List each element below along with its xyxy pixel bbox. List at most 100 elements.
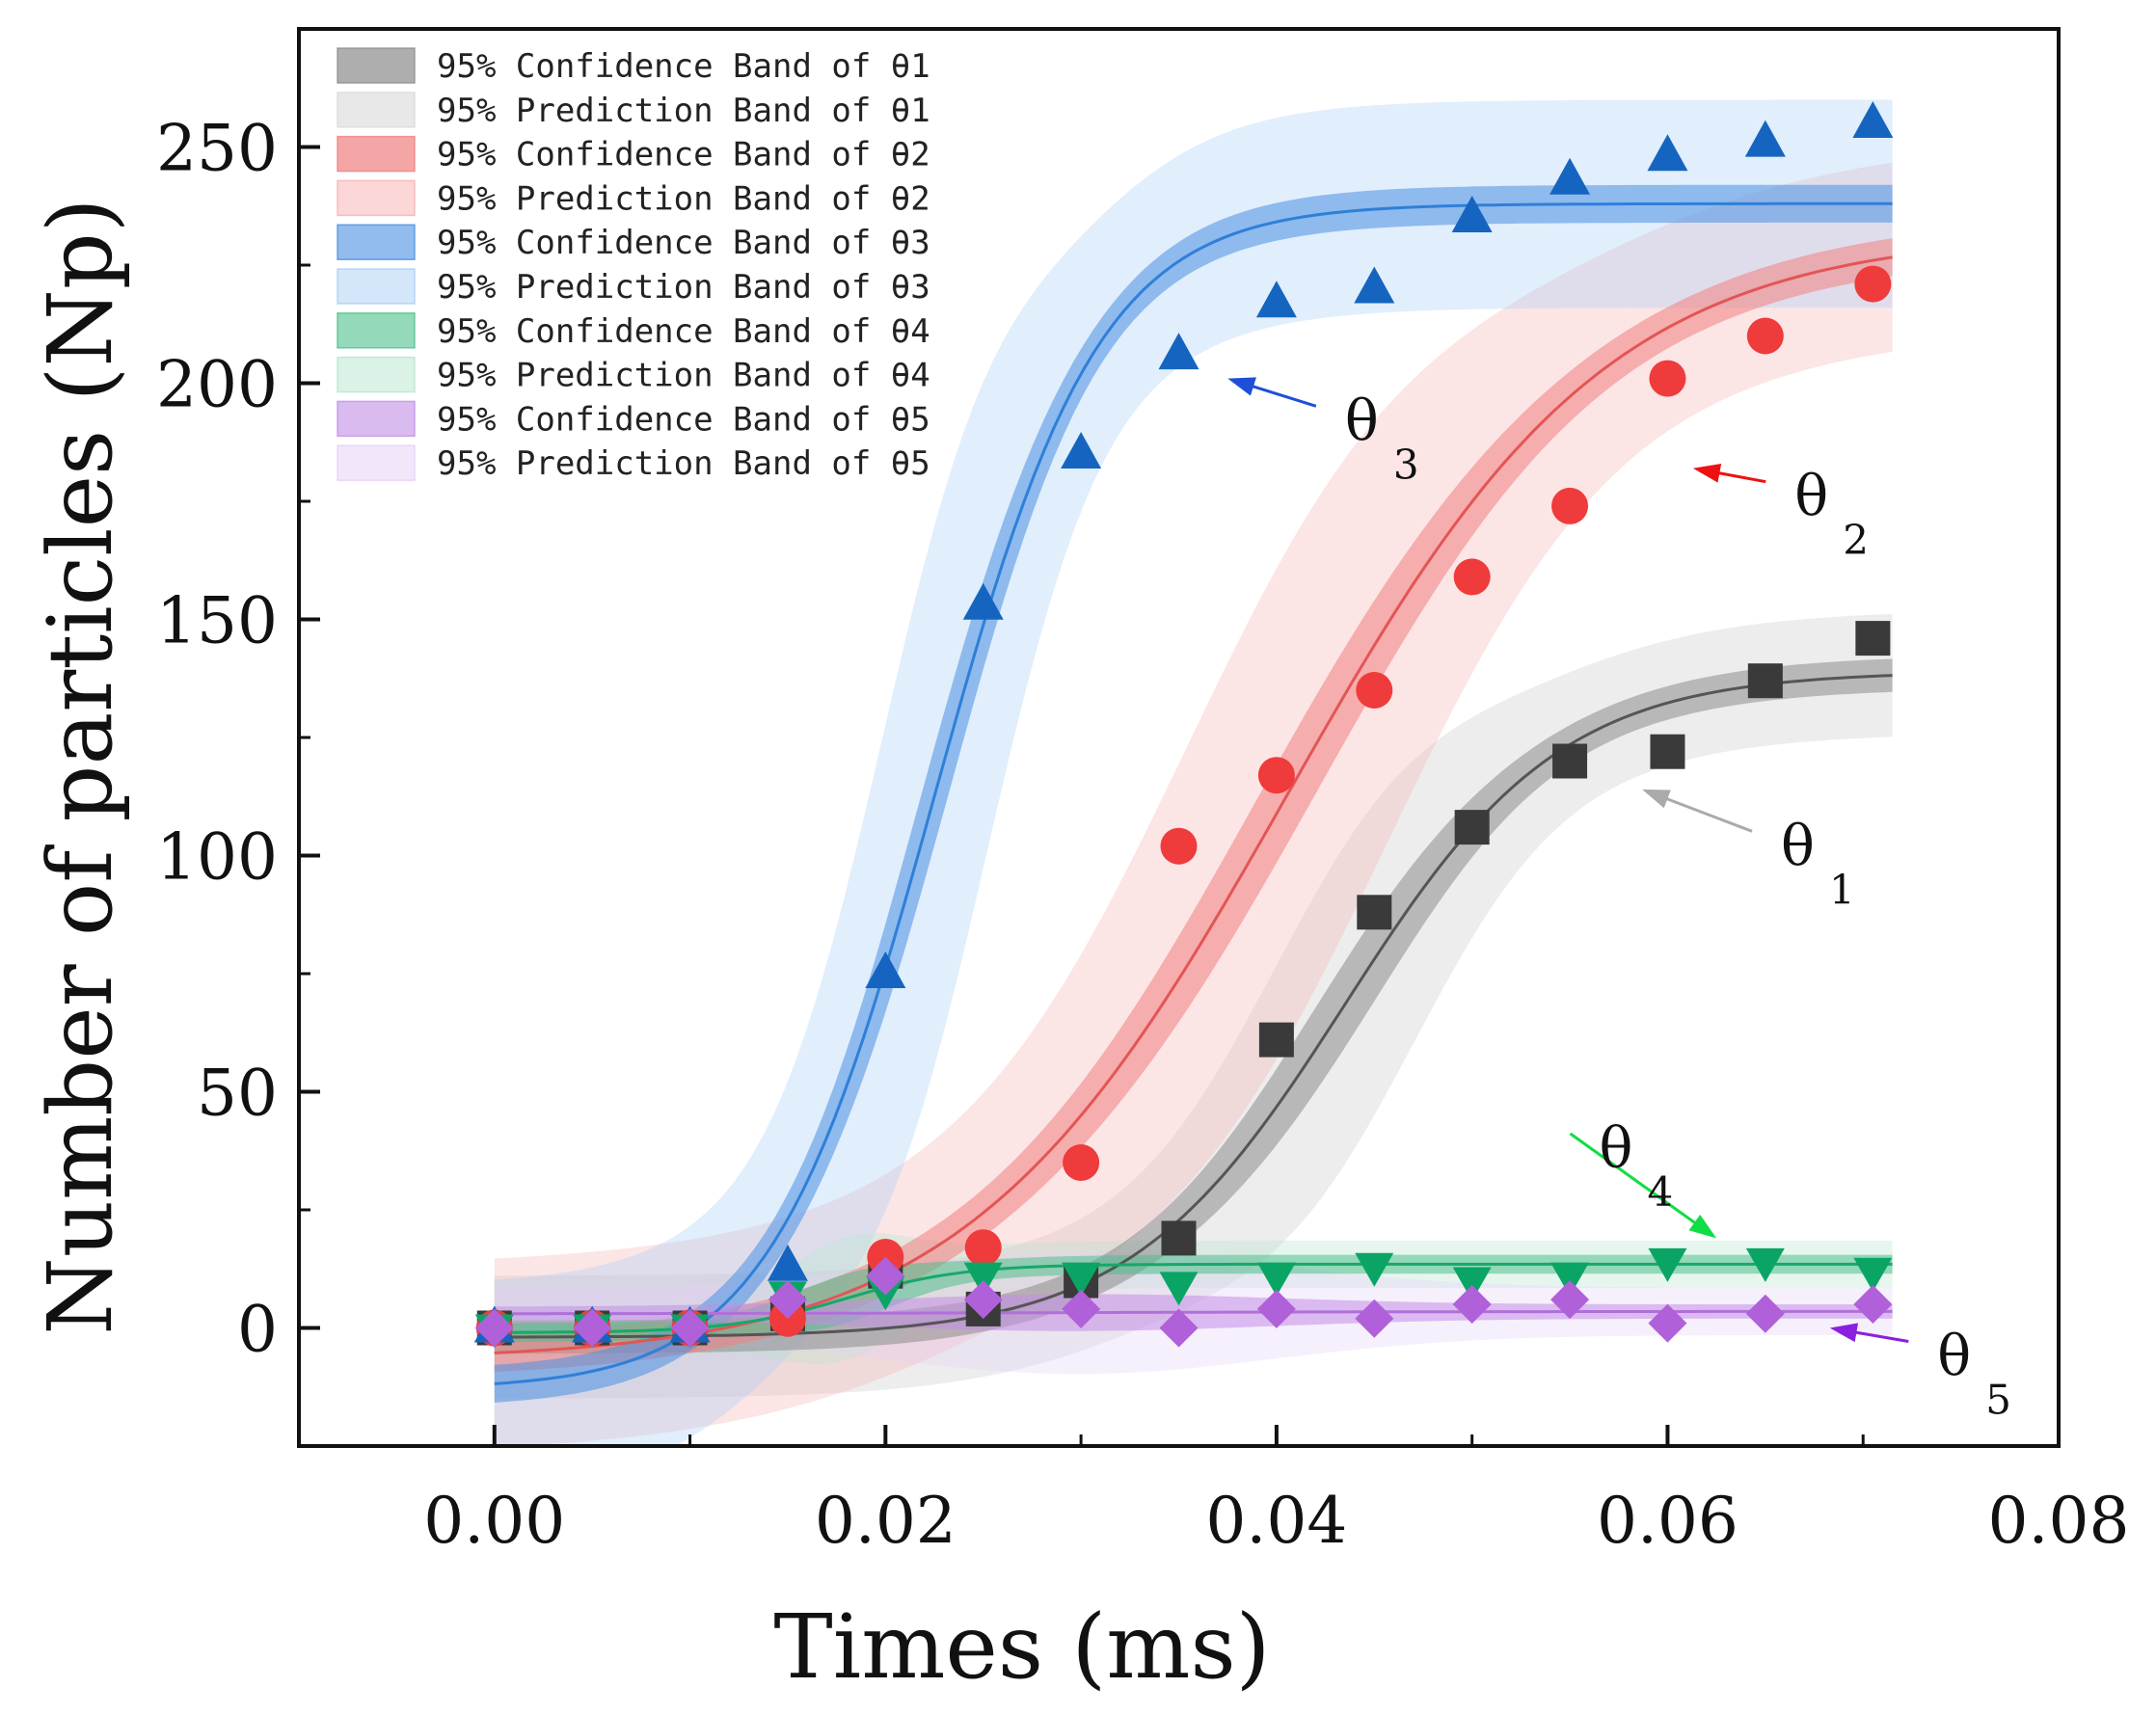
data-point-θ5 [1550, 1280, 1590, 1320]
annotation-arrow-head [1692, 463, 1722, 483]
data-point-θ2 [1356, 672, 1393, 709]
legend-swatch [337, 444, 416, 481]
legend-label: 95% Confidence Band of θ1 [437, 47, 930, 86]
data-point-θ5 [1452, 1285, 1492, 1324]
data-point-θ2 [1453, 558, 1491, 596]
legend-label: 95% Confidence Band of θ5 [437, 400, 930, 439]
legend-label: 95% Confidence Band of θ2 [437, 136, 930, 174]
legend-swatch [337, 179, 416, 217]
annotation-label: θ [1937, 1324, 1971, 1389]
data-point-θ3 [962, 582, 1004, 620]
legend-swatch [337, 47, 416, 84]
y-tick-label: 0 [237, 1293, 278, 1367]
data-point-θ4 [1648, 1247, 1687, 1282]
prediction-band-θ2 [494, 162, 1893, 1446]
annotation-label: θ [1345, 388, 1379, 453]
data-point-θ5 [1159, 1308, 1199, 1348]
axes: 0.00 0.02 0.04 0.06 0.08 0 50 100 150 200 250 [156, 27, 2130, 1558]
data-point-θ4 [1256, 1262, 1296, 1297]
y-tick-label: 50 [197, 1057, 278, 1131]
data-point-θ5 [1062, 1289, 1101, 1328]
x-tick-label: 0.06 [1597, 1484, 1738, 1558]
data-point-θ2 [1551, 487, 1589, 524]
data-point-θ2 [964, 1229, 1002, 1267]
data-point-θ3 [1061, 432, 1102, 469]
x-axis-title: Times (ms) [773, 1595, 1270, 1699]
prediction-band-θ1 [494, 613, 1893, 1399]
legend-label: 95% Prediction Band of θ3 [437, 268, 930, 307]
annotation-label: θ [1599, 1115, 1632, 1181]
data-point-θ2 [1649, 360, 1686, 397]
data-point-θ5 [768, 1280, 807, 1320]
annotation-arrow-head [1829, 1323, 1859, 1343]
legend-swatch [337, 312, 416, 349]
data-point-θ5 [670, 1308, 710, 1348]
data-point-θ5 [474, 1308, 514, 1348]
legend-label: 95% Confidence Band of θ4 [437, 312, 930, 351]
x-tick-label: 0.02 [815, 1484, 957, 1558]
data-point-θ4 [1550, 1262, 1590, 1297]
data-point-θ1 [1258, 1022, 1294, 1058]
fit-line-θ2 [494, 255, 1893, 1354]
annotation-subscript: 1 [1829, 866, 1855, 913]
legend-swatch [337, 135, 416, 173]
annotation-arrow-line [1711, 469, 1766, 484]
data-point-θ5 [1745, 1294, 1785, 1333]
annotation-arrow-head [1642, 789, 1671, 809]
legend: 95% Confidence Band of θ1 95% Prediction … [337, 47, 930, 483]
fit-line-θ3 [494, 201, 1893, 1385]
fit-line-θ5 [494, 1309, 1893, 1316]
data-point-θ5 [573, 1308, 612, 1348]
y-tick-label: 200 [156, 348, 278, 422]
legend-swatch [337, 356, 416, 393]
data-point-θ2 [1160, 827, 1198, 865]
legend-label: 95% Prediction Band of θ2 [437, 179, 930, 218]
y-tick-label: 250 [156, 112, 278, 186]
data-point-θ3 [1852, 101, 1894, 138]
annotation-subscript: 2 [1843, 517, 1869, 564]
data-point-θ4 [963, 1262, 1003, 1297]
data-point-θ3 [1550, 157, 1591, 195]
data-point-θ4 [1745, 1247, 1785, 1282]
legend-swatch [337, 92, 416, 128]
data-point-θ5 [866, 1256, 905, 1296]
data-point-θ2 [1063, 1144, 1100, 1181]
fit-line-θ1 [494, 674, 1893, 1339]
annotation-arrow-head [1227, 377, 1256, 396]
data-point-θ3 [1744, 120, 1786, 157]
legend-label: 95% Confidence Band of θ3 [437, 224, 930, 262]
data-markers [473, 101, 1894, 1349]
x-tick-label: 0.08 [1988, 1484, 2130, 1558]
data-point-θ4 [1159, 1272, 1199, 1306]
data-point-θ1 [1552, 743, 1588, 779]
data-point-θ3 [1158, 333, 1199, 370]
data-point-θ2 [1746, 317, 1784, 355]
data-point-θ1 [1747, 663, 1783, 699]
data-point-θ1 [1650, 734, 1685, 769]
legend-swatch [337, 224, 416, 260]
data-point-θ1 [1855, 621, 1891, 657]
y-tick-label: 150 [156, 584, 278, 658]
data-point-θ5 [1355, 1299, 1394, 1338]
data-point-θ3 [1647, 134, 1688, 172]
data-point-θ1 [1454, 810, 1490, 845]
confidence-band-θ1 [494, 658, 1893, 1354]
annotation-subscript: 5 [1985, 1377, 2011, 1424]
legend-label: 95% Prediction Band of θ5 [437, 444, 930, 483]
annotation-label: θ [1781, 813, 1815, 878]
data-point-θ3 [1255, 281, 1297, 318]
data-point-θ2 [1257, 757, 1295, 794]
data-point-θ2 [1854, 265, 1892, 303]
y-tick-label: 100 [156, 820, 278, 895]
data-point-θ5 [1853, 1285, 1893, 1324]
data-point-θ3 [1354, 266, 1395, 304]
annotation-subscript: 3 [1393, 441, 1419, 488]
legend-swatch [337, 268, 416, 305]
annotation-subscript: 4 [1647, 1168, 1673, 1216]
annotation-arrow-line [1569, 1132, 1702, 1228]
data-point-θ5 [1256, 1289, 1296, 1328]
data-point-θ3 [1451, 196, 1493, 232]
confidence-band-θ3 [494, 184, 1893, 1404]
